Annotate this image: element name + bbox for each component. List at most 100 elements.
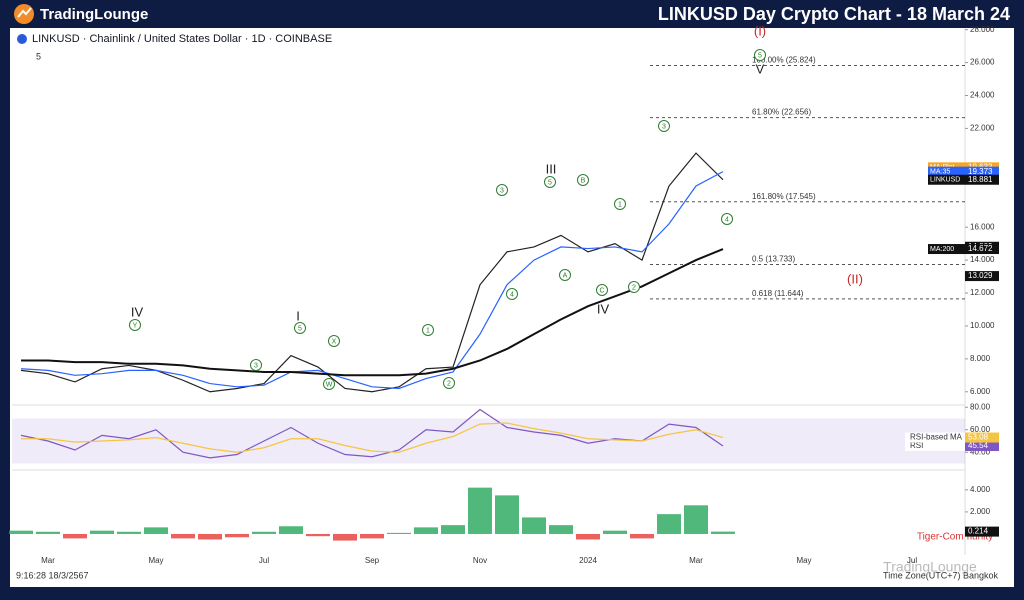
y-tick-label: 14.000 xyxy=(970,255,995,264)
histogram-bar xyxy=(225,533,249,538)
histogram-bar xyxy=(117,531,141,534)
histogram-bar xyxy=(9,530,33,534)
wave-circle xyxy=(328,335,340,347)
histogram-bar xyxy=(603,530,627,534)
community: Tiger-Community xyxy=(917,532,993,543)
wave-circle xyxy=(628,281,640,293)
wave-circled-label: 2 xyxy=(447,380,451,387)
wave-label: (I) xyxy=(754,23,766,38)
histogram-bar xyxy=(576,533,600,540)
wave-circled-label: 4 xyxy=(725,216,729,223)
wave-circled-label: 3 xyxy=(500,187,504,194)
wave-label: V xyxy=(756,61,765,76)
wave-circled-label: C xyxy=(599,287,604,294)
histogram-bar xyxy=(387,532,411,534)
x-tick-label: May xyxy=(148,556,163,565)
timezone: Time Zone(UTC+7) Bangkok xyxy=(883,570,998,580)
wave-circle xyxy=(721,213,733,225)
histogram-bar xyxy=(279,526,303,534)
wave-circle xyxy=(506,288,518,300)
histogram-bar xyxy=(657,514,681,534)
wave-circled-label: B xyxy=(581,177,586,184)
wave-circled-label: 5 xyxy=(548,179,552,186)
wave-circle xyxy=(544,176,556,188)
wave-circled-label: A xyxy=(563,272,568,279)
x-tick-label: 2024 xyxy=(579,556,597,565)
histogram-bar xyxy=(549,525,573,534)
fib-label: 100.00% (25.824) xyxy=(752,56,816,65)
x-tick-label: Jul xyxy=(907,556,917,565)
price-tag-label: 14.672 xyxy=(968,244,993,253)
histogram-bar xyxy=(360,533,384,539)
wave-circle xyxy=(496,184,508,196)
y-tick-label: 10.000 xyxy=(970,321,995,330)
wave-label: IV xyxy=(597,301,610,316)
price-tag xyxy=(965,174,999,185)
histogram-bar xyxy=(306,533,330,537)
tag-value: 45.54 xyxy=(968,441,989,450)
wave-circle xyxy=(294,322,306,334)
y-tick-label: 16.000 xyxy=(970,222,995,231)
wave-circled-label: X xyxy=(332,338,337,345)
tag-name-box xyxy=(928,166,965,177)
histogram-bar xyxy=(144,527,168,534)
x-tick-label: Sep xyxy=(365,556,380,565)
y-tick-label: 60.00 xyxy=(970,425,991,434)
value-tag-box xyxy=(965,432,999,443)
wave-circled-label: 1 xyxy=(426,327,430,334)
histogram-bar xyxy=(333,533,357,541)
value-tag xyxy=(905,432,965,443)
wave-label: III xyxy=(546,161,557,176)
tag-name: MA:35 xyxy=(930,168,950,175)
fib-label: 161.80% (17.545) xyxy=(752,192,816,201)
tag-name: RSI xyxy=(910,441,923,450)
wave-circle xyxy=(250,359,262,371)
watermark: TradingLounge xyxy=(883,559,977,575)
histogram-bar xyxy=(441,525,465,534)
histogram-bar xyxy=(36,531,60,534)
histogram-bar xyxy=(63,533,87,539)
wave-circle xyxy=(596,284,608,296)
histogram-bar xyxy=(90,530,114,534)
rsi-band xyxy=(12,418,965,464)
x-tick-label: Jul xyxy=(259,556,269,565)
wave-circled-label: 2 xyxy=(632,284,636,291)
wave-circled-label: 3 xyxy=(662,123,666,130)
chart-title: LINKUSD Day Crypto Chart - 18 March 24 xyxy=(658,4,1010,24)
series-line xyxy=(21,248,724,377)
wave-circled-label: 1 xyxy=(618,201,622,208)
tag-name: RSI-based MA xyxy=(910,433,963,442)
fib-label: 61.80% (22.656) xyxy=(752,108,811,117)
y-tick-label: 80.00 xyxy=(970,402,991,411)
x-tick-label: Nov xyxy=(473,556,487,565)
wave-circle xyxy=(559,269,571,281)
wave-circled-label: Y xyxy=(133,322,138,329)
tag-name: LINKUSD xyxy=(930,177,960,184)
histogram-bar xyxy=(414,527,438,534)
x-tick-label: Mar xyxy=(41,556,55,565)
tag-value: 53.08 xyxy=(968,433,989,442)
value-tag-box xyxy=(965,441,999,452)
price-tag-label: 13.029 xyxy=(968,271,993,280)
x-tick-label: Mar xyxy=(689,556,703,565)
y-tick-label: 28.000 xyxy=(970,25,995,34)
brand: TradingLounge xyxy=(40,6,148,23)
tag-name-box xyxy=(928,174,965,185)
indicator-count: 5 xyxy=(36,51,41,61)
y-tick-label: 4.000 xyxy=(970,485,991,494)
wave-circle xyxy=(577,174,589,186)
symbol-icon xyxy=(17,34,27,44)
symbol: LINKUSD · Chainlink / United States Doll… xyxy=(32,33,332,45)
wave-circle xyxy=(754,49,766,61)
wave-circled-label: W xyxy=(326,381,333,388)
histogram-bar xyxy=(171,533,195,539)
value-tag: 0.214 xyxy=(968,527,989,536)
series-line xyxy=(20,152,724,393)
price-tag xyxy=(965,166,999,177)
y-tick-label: 26.000 xyxy=(970,58,995,67)
wave-circle xyxy=(129,319,141,331)
wave-circled-label: 5 xyxy=(298,325,302,332)
y-tick-label: 8.000 xyxy=(970,354,991,363)
series-line xyxy=(20,408,724,459)
